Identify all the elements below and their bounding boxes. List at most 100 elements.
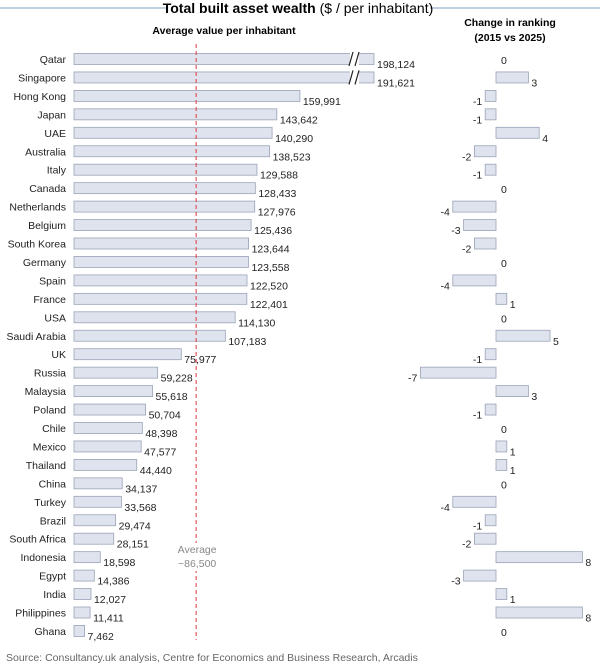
ranking-label: 0 [501,627,507,639]
ranking-bar [484,90,497,102]
country-label: Germany [23,257,67,269]
axis-break-mark [348,51,354,67]
value-label: 122,401 [250,299,288,311]
value-bar [73,219,252,231]
value-bar [73,348,182,361]
country-label: Mexico [33,441,66,453]
value-label: 34,137 [125,483,157,495]
ranking-label: -2 [462,244,471,256]
ranking-bar [473,145,497,158]
country-label: Belgium [28,220,66,232]
ranking-label: -4 [440,502,449,514]
ranking-label: -1 [473,410,482,422]
value-bar [73,385,153,398]
country-label: Malaysia [25,386,67,398]
chart-title-unit: ($ / per inhabitant) [316,0,434,16]
country-label: UAE [44,128,66,140]
country-label: Poland [33,405,66,417]
country-label: France [33,294,66,306]
ranking-bar [495,440,508,453]
value-bar [73,163,258,176]
country-label: Saudi Arabia [6,331,66,343]
value-bar [73,440,142,453]
value-bar [73,90,301,102]
country-label: Netherlands [9,202,66,214]
ranking-label: 4 [542,133,548,145]
value-bar [73,588,92,600]
value-bar [73,256,249,268]
value-bar [73,126,273,139]
value-label: 123,644 [252,244,290,256]
ranking-label: 0 [501,258,507,270]
ranking-bar [473,532,497,545]
value-bar [73,53,375,65]
ranking-bar [495,606,583,619]
ranking-label: 0 [501,313,507,325]
value-label: 122,520 [250,280,288,292]
value-bar [73,292,248,305]
ranking-bar [484,514,497,527]
value-bar [73,495,122,508]
country-label: India [43,589,66,601]
country-label: China [39,478,67,490]
value-label: 107,183 [228,336,266,348]
ranking-label: -1 [473,354,482,366]
country-label: Egypt [39,571,66,583]
ranking-bar [484,403,497,416]
value-bar [73,108,278,121]
country-label: Russia [34,368,66,380]
ranking-panel-period: (2015 vs 2025) [474,32,545,44]
chart-title-main: Total built asset wealth [163,0,316,16]
average-value-label: ~86,500 [178,558,216,570]
ranking-label: 8 [585,613,591,625]
ranking-bar [495,329,551,342]
ranking-bar [495,292,508,305]
value-bar [73,329,226,342]
value-label: 125,436 [254,225,292,237]
country-label: Australia [25,146,66,158]
country-label: Japan [37,109,66,121]
ranking-bar [484,163,497,176]
country-label: Ghana [34,626,66,638]
axis-break-gap [350,69,359,86]
ranking-bar [452,495,497,508]
value-label: 11,411 [93,613,124,625]
value-bar [73,145,270,158]
value-label: 59,228 [161,373,193,385]
value-label: 14,386 [97,576,129,588]
ranking-label: -7 [408,373,417,385]
ranking-label: -3 [451,576,460,588]
value-bar [73,422,143,434]
value-panel-title: Average value per inhabitant [152,25,296,37]
ranking-label: -4 [440,280,449,292]
ranking-bar [463,569,497,582]
value-label: 18,598 [103,557,135,569]
country-label: Chile [42,423,66,435]
value-label: 28,151 [117,539,149,551]
chart-title: Total built asset wealth ($ / per inhabi… [163,0,434,16]
value-label: 12,027 [94,594,126,606]
ranking-label: -1 [473,520,482,532]
country-label: Italy [47,165,67,177]
ranking-bar [495,71,529,84]
average-label-background [170,543,225,571]
value-label: 50,704 [149,410,181,422]
value-label: 48,398 [145,428,177,440]
ranking-label: -4 [440,207,449,219]
value-bar [73,366,159,379]
ranking-label: -1 [473,170,482,182]
value-label: 129,588 [260,170,298,182]
axis-break-mark [354,51,360,67]
value-label: 123,558 [251,262,289,274]
country-label: USA [44,312,66,324]
country-label: South Korea [8,239,67,251]
value-bar [73,200,256,213]
country-label: Spain [39,275,66,287]
ranking-bar [484,108,497,121]
ranking-label: -1 [473,96,482,108]
country-label: Indonesia [20,552,66,564]
country-label: Singapore [18,72,66,84]
value-bar [73,569,95,582]
ranking-bar [473,237,497,250]
value-bar [73,532,115,545]
